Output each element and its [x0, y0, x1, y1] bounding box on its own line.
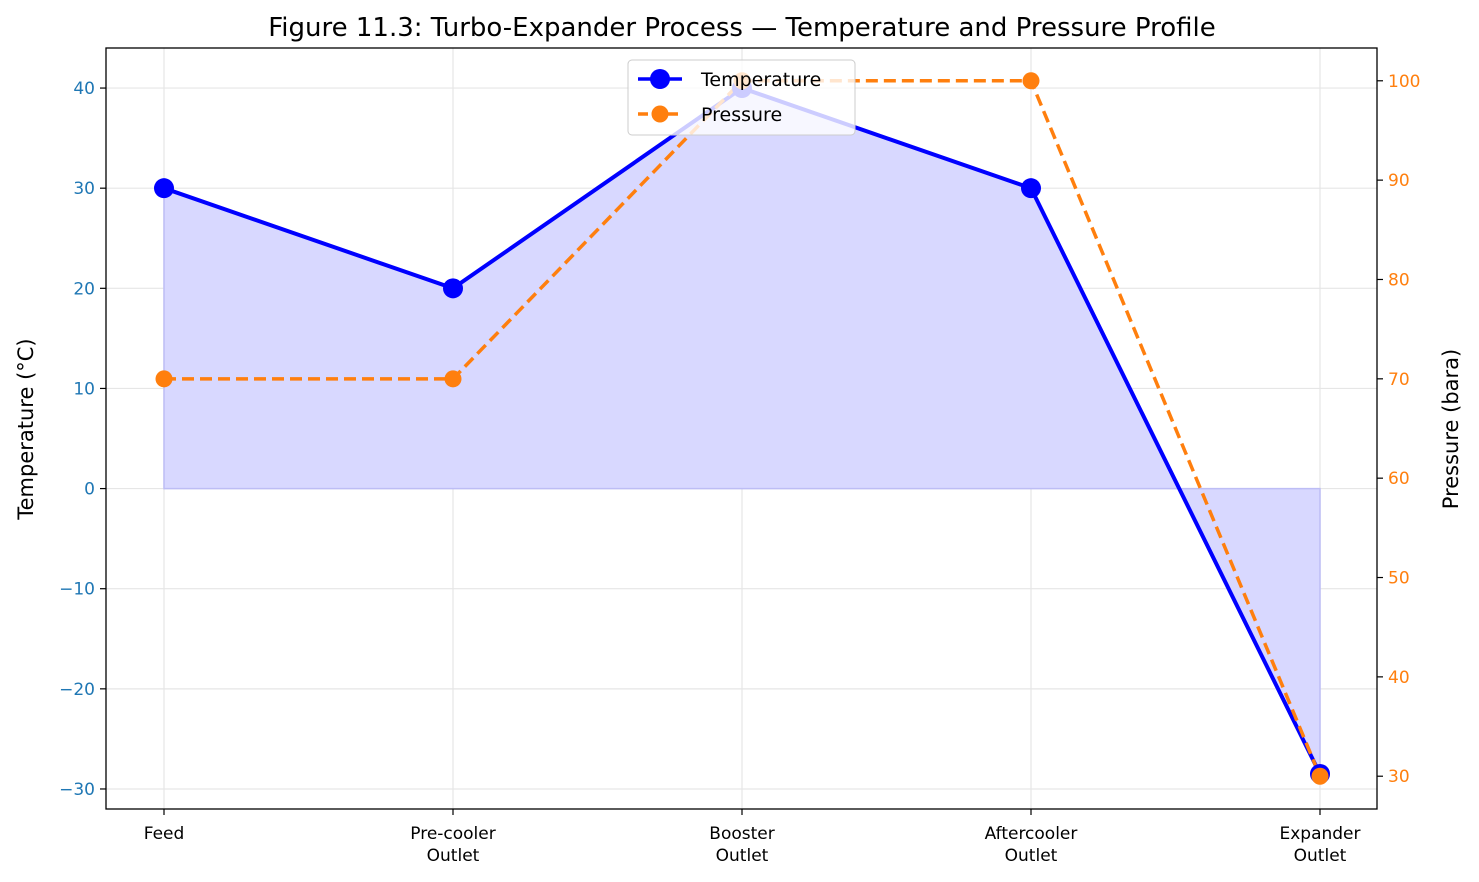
legend-temperature-marker	[650, 69, 670, 89]
y-left-tick-label-0: −30	[59, 780, 95, 800]
temperature-point-0	[154, 178, 174, 199]
pressure-point-0	[155, 370, 173, 388]
y-right-tick-label-6: 90	[1388, 171, 1410, 191]
x-tick-label-2: Booster Outlet	[709, 824, 774, 866]
y-left-tick-label-3: 0	[84, 480, 95, 500]
x-tick-label-3-line-0: Aftercooler	[985, 824, 1078, 844]
x-tick-label-4: Expander Outlet	[1279, 824, 1360, 866]
x-tick-label-3-line-1: Outlet	[1005, 846, 1058, 866]
x-tick-label-0: Feed	[144, 824, 185, 844]
legend-pressure-label: Pressure	[701, 104, 782, 126]
y-left-tick-label-6: 30	[73, 179, 95, 199]
x-tick-label-1-line-1: Outlet	[427, 846, 480, 866]
y-right-tick-label-1: 40	[1388, 668, 1410, 688]
y-right-tick-label-2: 50	[1388, 569, 1410, 589]
pressure-point-1	[444, 370, 462, 388]
legend-box	[627, 59, 856, 136]
x-tick-label-1-line-0: Pre-cooler	[410, 824, 495, 844]
temperature-point-3	[1021, 178, 1041, 199]
y-right-tick-label-0: 30	[1388, 767, 1410, 787]
legend: Temperature Pressure	[627, 59, 856, 136]
pressure-point-3	[1022, 72, 1040, 90]
y-axis-left-label: Temperature (°C)	[14, 338, 38, 520]
chart-title: Figure 11.3: Turbo-Expander Process — Te…	[268, 13, 1216, 43]
y-right-tick-label-7: 100	[1388, 72, 1420, 92]
temperature-point-1	[443, 278, 463, 299]
x-tick-label-4-line-0: Expander	[1279, 824, 1360, 844]
y-right-tick-label-3: 60	[1388, 469, 1410, 489]
legend-temperature-label: Temperature	[700, 69, 821, 91]
legend-pressure-marker	[651, 105, 669, 123]
x-tick-label-1: Pre-cooler Outlet	[410, 824, 495, 866]
x-tick-label-3: Aftercooler Outlet	[985, 824, 1078, 866]
x-tick-label-2-line-1: Outlet	[716, 846, 769, 866]
pressure-point-4	[1311, 767, 1329, 785]
x-tick-label-4-line-1: Outlet	[1294, 846, 1347, 866]
x-tick-label-2-line-0: Booster	[709, 824, 774, 844]
y-left-tick-label-5: 20	[73, 279, 95, 299]
y-axis-right-label: Pressure (bara)	[1439, 349, 1463, 509]
y-left-tick-label-4: 10	[73, 379, 95, 399]
axes: −30 −20 −10 0 10 20 30 40 30 40 50 60 70 80 90 100 Feed P…	[59, 72, 1420, 866]
y-left-tick-label-2: −10	[59, 580, 95, 600]
y-left-tick-label-1: −20	[59, 680, 95, 700]
y-left-tick-label-7: 40	[73, 79, 95, 99]
y-right-tick-label-5: 80	[1388, 270, 1410, 290]
y-right-tick-label-4: 70	[1388, 370, 1410, 390]
x-tick-label-0-line-0: Feed	[144, 824, 185, 844]
